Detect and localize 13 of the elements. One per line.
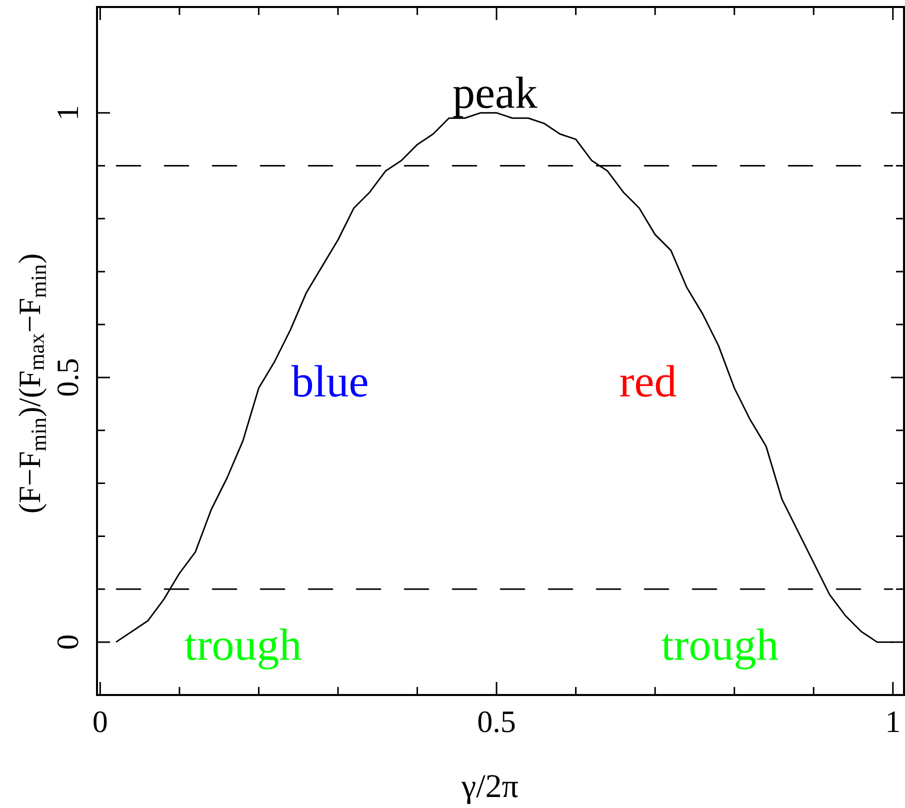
annotation: trough	[184, 628, 302, 670]
annotation: red	[620, 365, 676, 397]
x-tick-label: 0.5	[478, 711, 515, 732]
y-axis-title: (F−F$_{min}$)/(F$_{max}$−F$_{min}$)	[18, 254, 47, 512]
x-axis-title: γ/2π	[462, 775, 518, 804]
annotation: peak	[453, 76, 538, 118]
y-tick-label: 0.5	[57, 359, 78, 396]
y-tick-label: 1	[58, 106, 78, 118]
annotation: trough	[662, 628, 778, 670]
x-tick-label: 0	[94, 711, 107, 732]
annotation: blue	[291, 365, 368, 397]
x-tick-label: 1	[888, 712, 899, 732]
y-tick-label: 0	[57, 635, 78, 649]
